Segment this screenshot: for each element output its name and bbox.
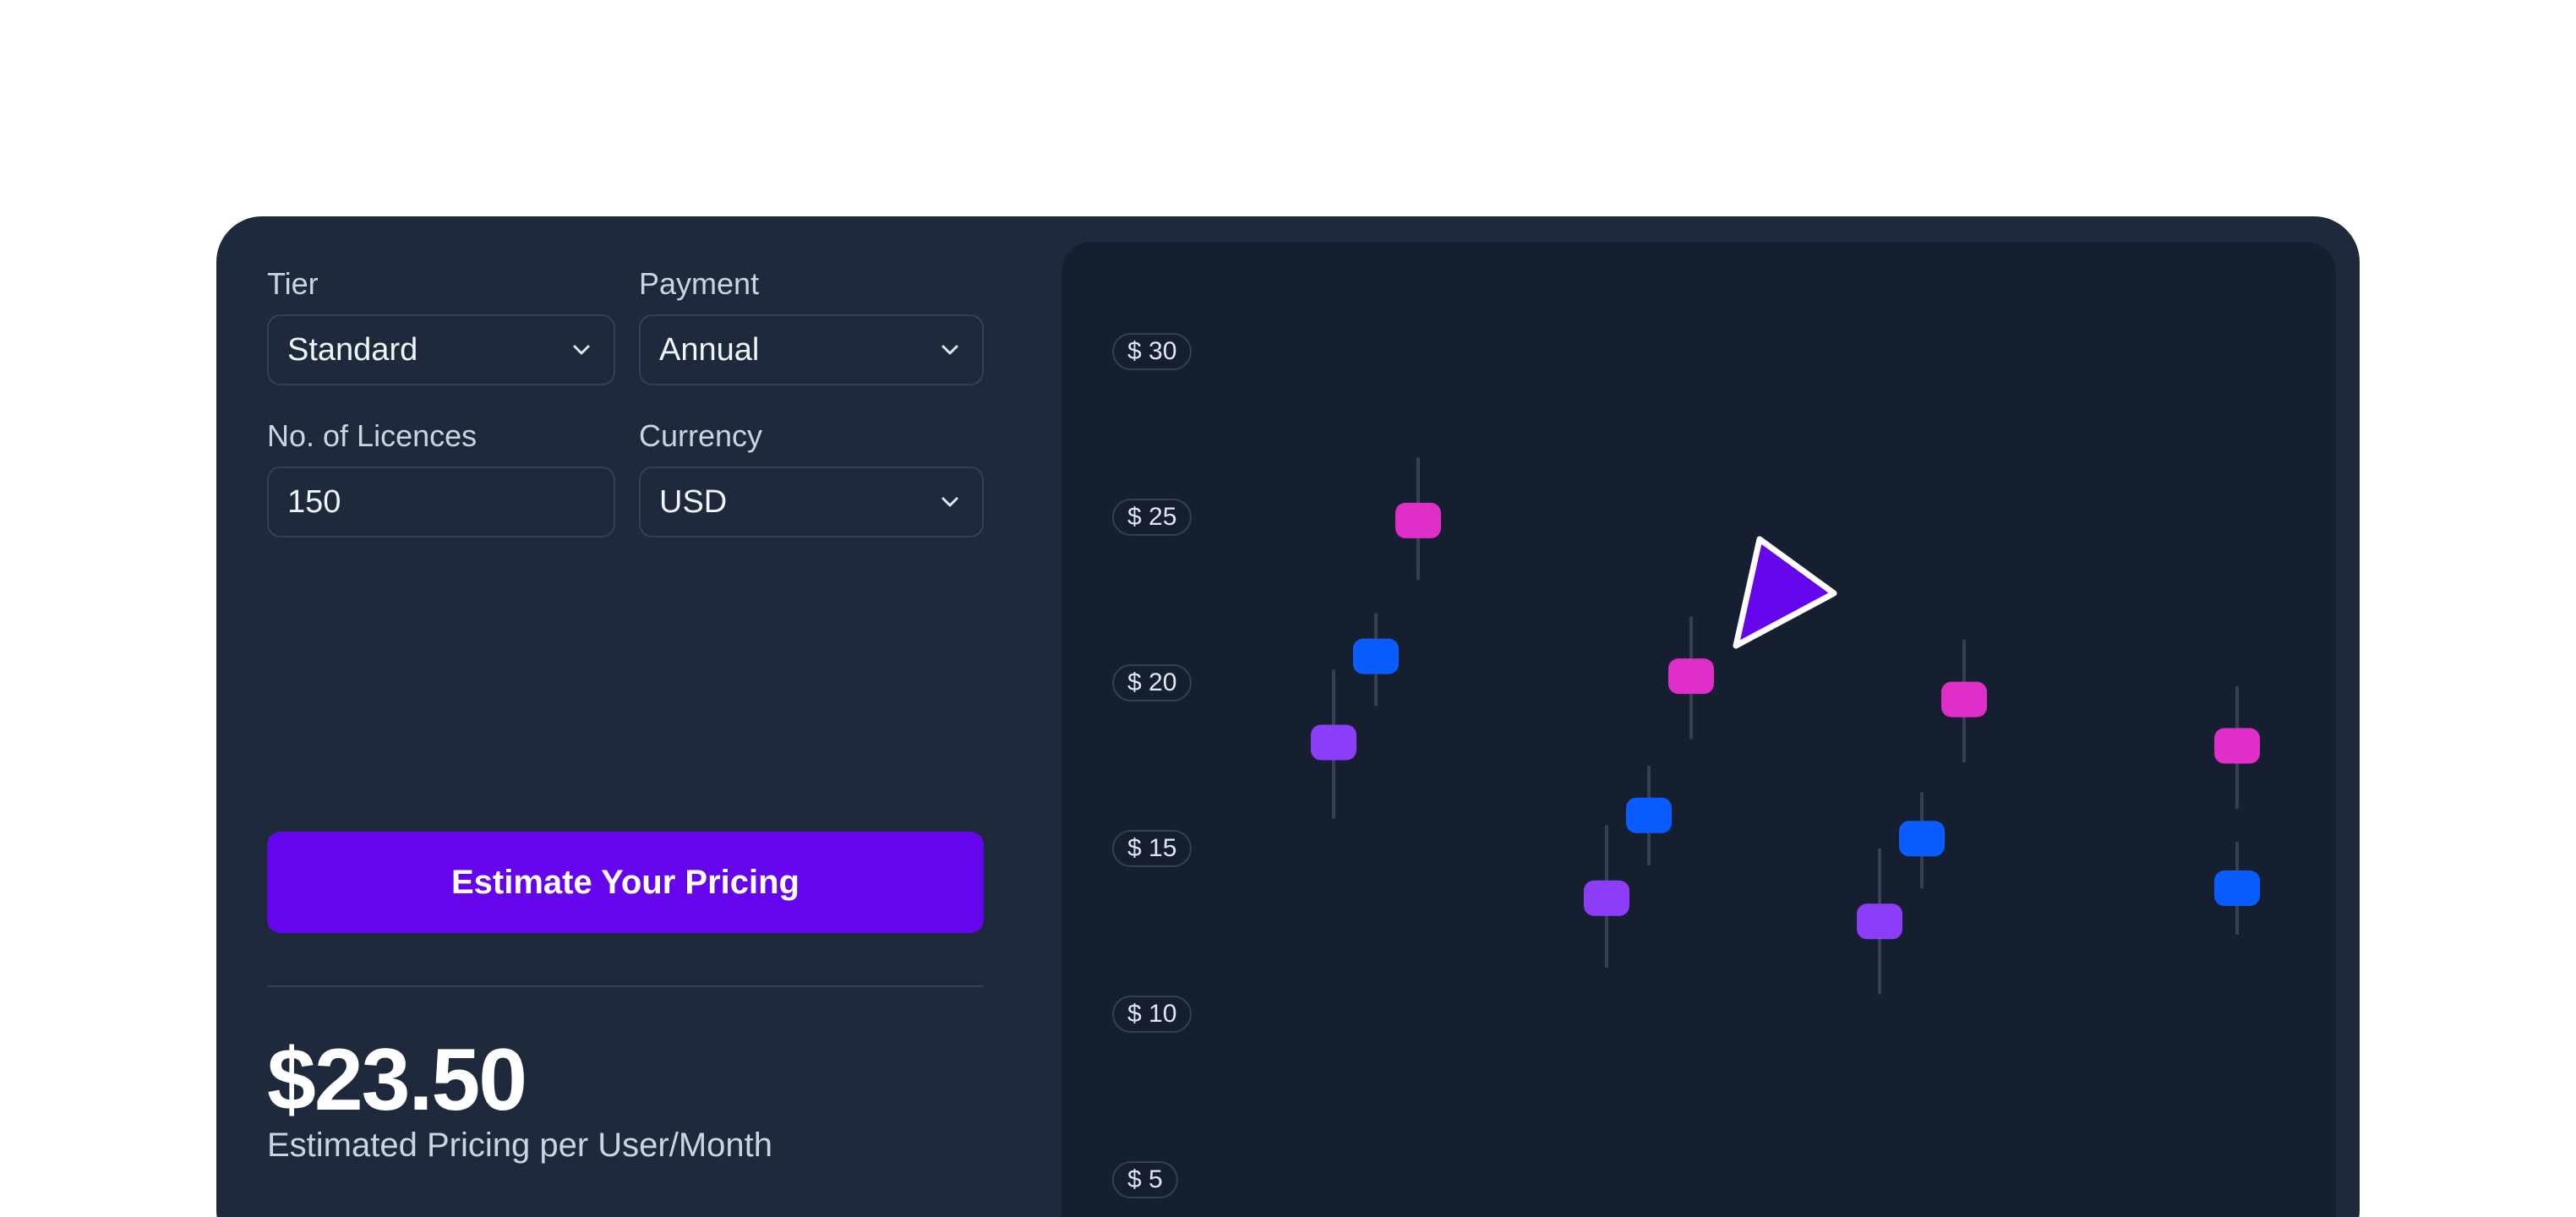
- y-tick-label: $ 5: [1112, 1161, 1178, 1198]
- currency-value: USD: [659, 484, 728, 520]
- estimate-pricing-button[interactable]: Estimate Your Pricing: [267, 832, 984, 933]
- licences-input[interactable]: 150: [267, 467, 615, 538]
- payment-value: Annual: [659, 332, 760, 368]
- price-point: [1311, 724, 1356, 761]
- cursor-pointer-icon: [1733, 536, 1837, 649]
- pricing-chart: [1311, 457, 2260, 995]
- price-point: [1626, 797, 1672, 833]
- y-tick-label: $ 20: [1112, 664, 1192, 701]
- price-point: [2214, 870, 2260, 907]
- price-point: [1353, 638, 1399, 674]
- chevron-down-icon: [571, 316, 592, 384]
- tier-label: Tier: [267, 266, 319, 301]
- tier-value: Standard: [287, 332, 418, 368]
- licences-label: No. of Licences: [267, 418, 478, 453]
- price-point: [1857, 903, 1902, 940]
- currency-label: Currency: [639, 418, 763, 453]
- price-caption: Estimated Pricing per User/Month: [267, 1127, 773, 1164]
- payment-select[interactable]: Annual: [639, 314, 984, 385]
- price-point: [1941, 681, 1987, 718]
- tier-select[interactable]: Standard: [267, 314, 615, 385]
- price-point: [1668, 658, 1714, 695]
- payment-label: Payment: [639, 266, 760, 301]
- chevron-down-icon: [940, 468, 960, 536]
- currency-select[interactable]: USD: [639, 467, 984, 538]
- y-tick-label: $ 10: [1112, 996, 1192, 1033]
- pricing-chart-panel: $ 30 $ 25 $ 20 $ 15 $ 10 $ 5: [1062, 242, 2336, 1217]
- chevron-down-icon: [940, 316, 960, 384]
- y-tick-label: $ 25: [1112, 499, 1192, 536]
- price-point: [2214, 728, 2260, 764]
- price-point: [1899, 821, 1945, 857]
- licences-value: 150: [287, 484, 341, 520]
- y-tick-label: $ 15: [1112, 830, 1192, 867]
- price-point: [1584, 880, 1629, 916]
- estimated-price: $23.50: [267, 1031, 527, 1129]
- price-point: [1395, 502, 1441, 538]
- divider: [267, 985, 984, 987]
- y-tick-label: $ 30: [1112, 333, 1192, 370]
